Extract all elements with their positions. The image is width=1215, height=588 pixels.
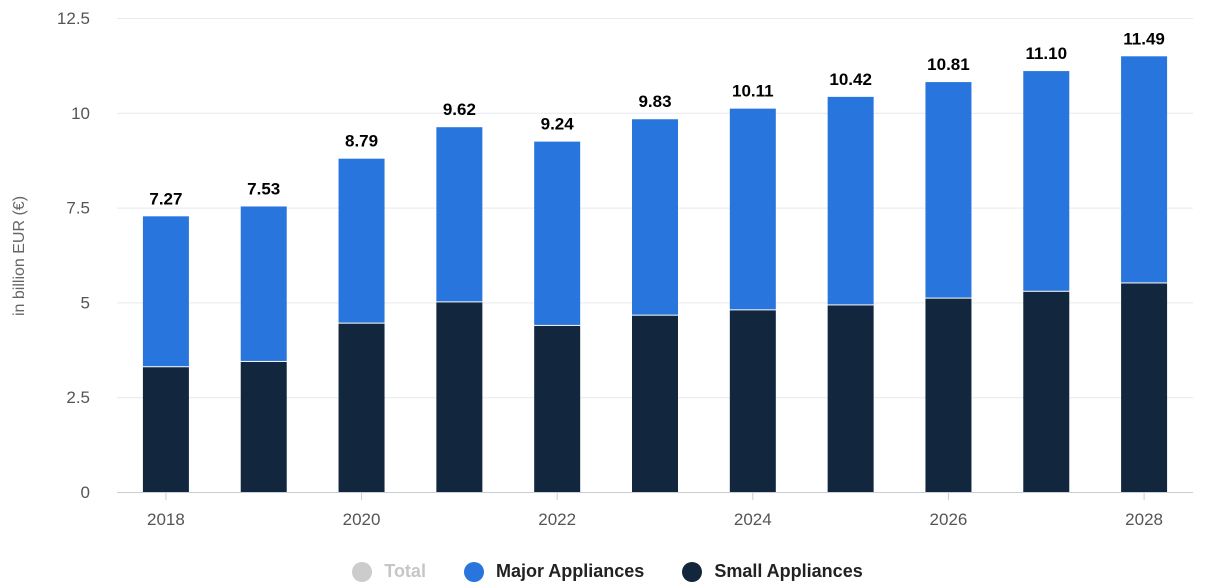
total-label-2028: 11.49: [1123, 29, 1165, 48]
legend-label-small-appliances: Small Appliances: [714, 561, 863, 581]
total-label-2019: 7.53: [247, 179, 280, 198]
bar-small-appliances-2027[interactable]: [1023, 291, 1070, 492]
x-axis-ticks: 2018 2020 2022 2024 2026 2028: [147, 492, 1163, 529]
bars: [142, 56, 1168, 492]
x-tick-label: 2020: [343, 510, 381, 529]
y-tick-label: 5: [81, 293, 90, 312]
bar-major-appliances-2019[interactable]: [240, 206, 287, 361]
bar-small-appliances-2019[interactable]: [240, 361, 287, 492]
total-label-2024: 10.11: [732, 82, 774, 101]
y-tick-label: 12.5: [57, 9, 90, 28]
bar-major-appliances-2021[interactable]: [436, 127, 483, 302]
total-label-2022: 9.24: [541, 115, 575, 134]
legend-dot-major-appliances: [463, 561, 484, 582]
bar-major-appliances-2023[interactable]: [632, 119, 678, 315]
y-axis-ticks: 0 2.5 5 7.5 10 12.5: [57, 9, 90, 502]
bar-major-appliances-2024[interactable]: [729, 108, 776, 310]
legend-label-major-appliances: Major Appliances: [495, 561, 645, 581]
x-tick-label: 2022: [538, 510, 576, 529]
bar-major-appliances-2028[interactable]: [1121, 56, 1168, 283]
legend-dot-total: [352, 561, 373, 582]
bar-major-appliances-2018[interactable]: [142, 216, 189, 367]
legend-label-total: Total: [384, 561, 426, 581]
y-tick-label: 10: [71, 104, 90, 123]
bar-small-appliances-2028[interactable]: [1121, 283, 1168, 492]
x-tick-label: 2026: [930, 510, 968, 529]
x-tick-label: 2024: [734, 510, 772, 529]
legend-item-major-appliances[interactable]: Major Appliances: [463, 561, 645, 582]
total-label-2023: 9.83: [638, 92, 671, 111]
total-label-2027: 11.10: [1025, 44, 1067, 63]
bar-small-appliances-2024[interactable]: [729, 310, 776, 492]
bar-small-appliances-2018[interactable]: [142, 367, 189, 492]
legend-item-total[interactable]: Total: [352, 561, 426, 582]
bar-major-appliances-2022[interactable]: [534, 141, 581, 325]
bar-major-appliances-2027[interactable]: [1023, 71, 1070, 291]
bar-major-appliances-2026[interactable]: [925, 82, 972, 298]
bar-major-appliances-2025[interactable]: [827, 96, 874, 305]
legend-dot-small-appliances: [682, 561, 703, 582]
total-label-2020: 8.79: [345, 132, 378, 151]
bar-small-appliances-2020[interactable]: [338, 323, 385, 492]
bar-small-appliances-2021[interactable]: [436, 302, 483, 492]
bar-small-appliances-2022[interactable]: [534, 325, 581, 492]
legend: Total Major Appliances Small Appliances: [0, 561, 1215, 582]
total-labels: 7.27 7.53 8.79 9.62 9.24 9.83 10.11 10.42 10.81 1…: [149, 29, 1165, 208]
y-axis-title: in billion EUR (€): [11, 196, 28, 316]
bar-small-appliances-2025[interactable]: [827, 305, 874, 492]
total-label-2025: 10.42: [829, 70, 872, 89]
bar-major-appliances-2020[interactable]: [338, 158, 385, 323]
x-tick-label: 2028: [1125, 510, 1163, 529]
y-tick-label: 2.5: [66, 388, 90, 407]
total-label-2018: 7.27: [149, 189, 182, 208]
bar-small-appliances-2026[interactable]: [925, 298, 972, 492]
x-tick-label: 2018: [147, 510, 185, 529]
y-tick-label: 0: [81, 483, 90, 502]
y-tick-label: 7.5: [66, 199, 90, 218]
total-label-2026: 10.81: [927, 55, 970, 74]
legend-item-small-appliances[interactable]: Small Appliances: [682, 561, 863, 582]
bar-small-appliances-2023[interactable]: [632, 315, 678, 492]
total-label-2021: 9.62: [443, 100, 476, 119]
